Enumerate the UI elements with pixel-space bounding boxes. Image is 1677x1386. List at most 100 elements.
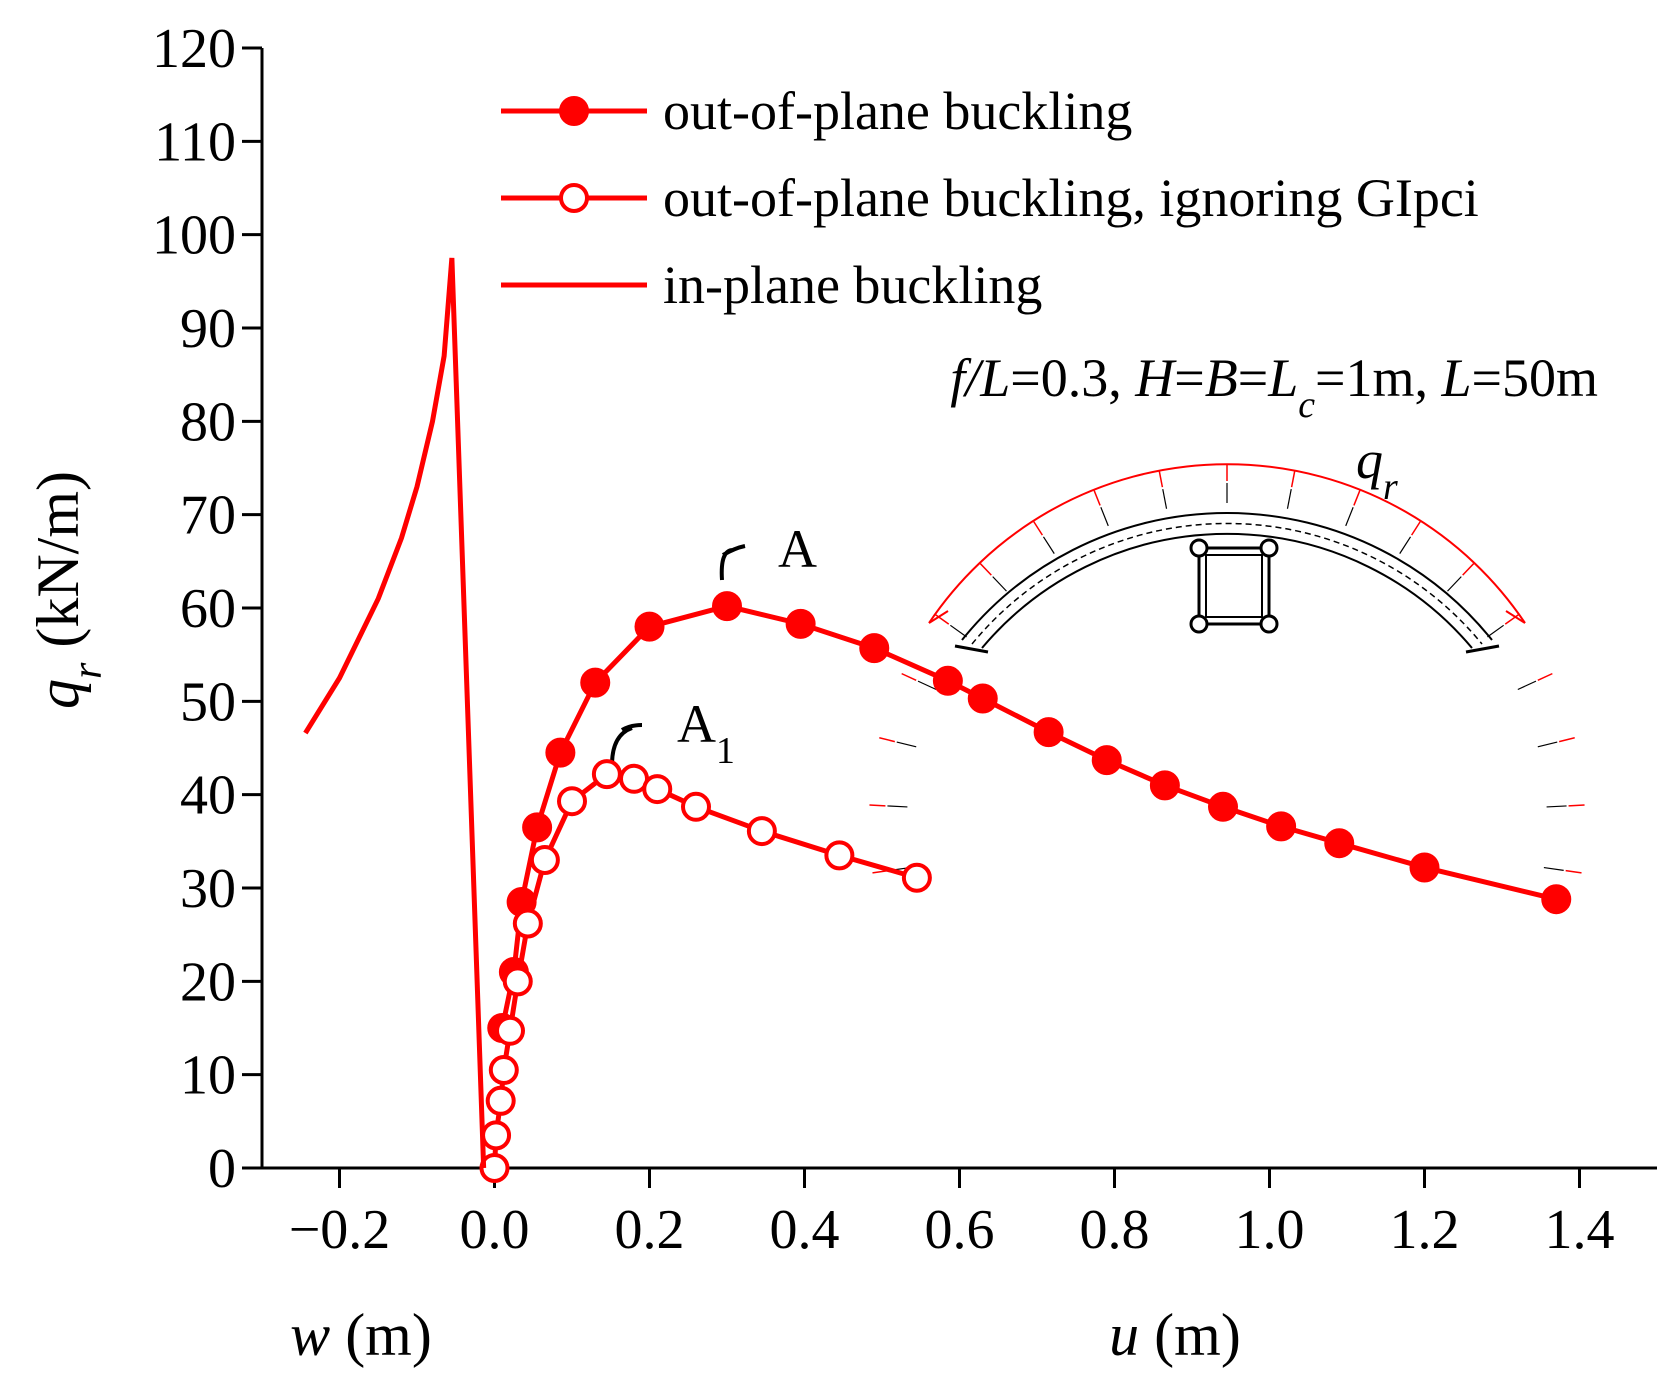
leader-line [719,544,746,581]
marker [1033,717,1064,748]
x-tick-label: 0.2 [615,1199,685,1261]
x-tick-label: 1.0 [1235,1199,1305,1261]
marker [746,816,777,847]
load-arrow [901,672,917,681]
inset-diagram [869,463,1585,874]
text-part: (kN/m) [25,471,91,663]
text-part: L [1440,348,1471,408]
marker [1091,745,1122,776]
marker [681,791,711,822]
rib [1537,741,1558,748]
load-arrow [935,614,950,625]
x-tick-label: 1.4 [1545,1199,1615,1261]
series-line [303,257,487,1169]
text-part: =1m, [1315,348,1441,408]
legend-marker [559,96,589,126]
y-tick-label: 110 [154,111,236,173]
marker [522,812,553,843]
rib [1286,489,1292,509]
y-tick-label: 50 [180,671,236,733]
marker [901,862,932,893]
marker [712,591,742,622]
load-arrow [1290,471,1296,488]
text-part: =0.3, [1010,348,1135,408]
series-line [499,603,1557,1029]
text-part: A [677,694,716,754]
x-tick-label: 0.4 [770,1199,840,1261]
legend-label: out-of-plane buckling, ignoring GIpci [663,168,1479,228]
text-part: q [25,679,91,709]
marker [580,667,611,698]
text-part: r [65,662,111,679]
text-part: r [1383,466,1398,508]
text-part: (m) [1139,1302,1241,1368]
marker [488,1055,519,1085]
point-label: A [778,519,817,579]
y-tick-label: 90 [180,298,236,360]
load-arrow [1568,804,1585,807]
load-arrow [1558,737,1575,743]
rib [896,741,917,748]
text-part: q [1356,430,1383,490]
x-axis-label: u (m) [1109,1302,1241,1368]
x-tick-label: 0.8 [1080,1199,1150,1261]
legend-label: in-plane buckling [663,255,1042,315]
y-tick-label: 120 [152,18,236,80]
marker [634,611,665,642]
load-arrow [1504,614,1519,625]
marker [529,845,560,875]
marker [1149,770,1180,801]
rib [1162,489,1168,509]
inset-label: qr [1356,430,1398,508]
load-arrow [1353,490,1361,506]
load-arrow [1565,869,1582,874]
marker [591,759,622,790]
rib [1100,507,1109,527]
y-tick-label: 70 [180,485,236,547]
leader-line [610,723,643,766]
series-line [492,771,918,1169]
y-axis-label: qr (kN/m) [25,471,111,709]
text-part: = [1174,348,1204,408]
text-part: u [1109,1302,1139,1368]
legend-label: out-of-plane buckling [663,81,1132,141]
marker [1541,884,1572,915]
y-tick-label: 20 [180,951,236,1013]
marker [1409,852,1440,883]
marker [557,786,587,817]
marker [1266,811,1297,842]
marker [1208,791,1238,822]
rib [992,576,1007,592]
y-tick-label: 0 [208,1138,236,1200]
x-tick-label: −0.2 [289,1199,391,1261]
load-arrow [979,563,992,576]
marker [485,1085,516,1116]
marker [967,683,998,714]
rib [1447,576,1462,592]
marker [545,737,576,768]
text-part: (m) [330,1302,432,1368]
rib [1042,536,1055,554]
rib [950,624,967,638]
rib [1487,624,1504,638]
load-arrow [1093,490,1101,506]
rib [1546,805,1567,808]
x-tick-label: 1.2 [1390,1199,1460,1261]
rib [917,680,937,691]
marker [495,1015,525,1046]
text-part: B [1205,348,1238,408]
marker [932,665,963,696]
y-tick-label: 60 [180,578,236,640]
y-tick-label: 40 [180,765,236,827]
y-tick-label: 30 [180,858,236,920]
text-part: H [1134,348,1177,408]
point-label: A1 [677,694,735,772]
marker [785,608,816,639]
text-part: f/L [950,348,1010,408]
text-part: L [1267,348,1298,408]
marker [859,633,890,664]
load-arrow [1462,563,1475,576]
rib [1543,866,1564,871]
text-part: =50m [1472,348,1598,408]
